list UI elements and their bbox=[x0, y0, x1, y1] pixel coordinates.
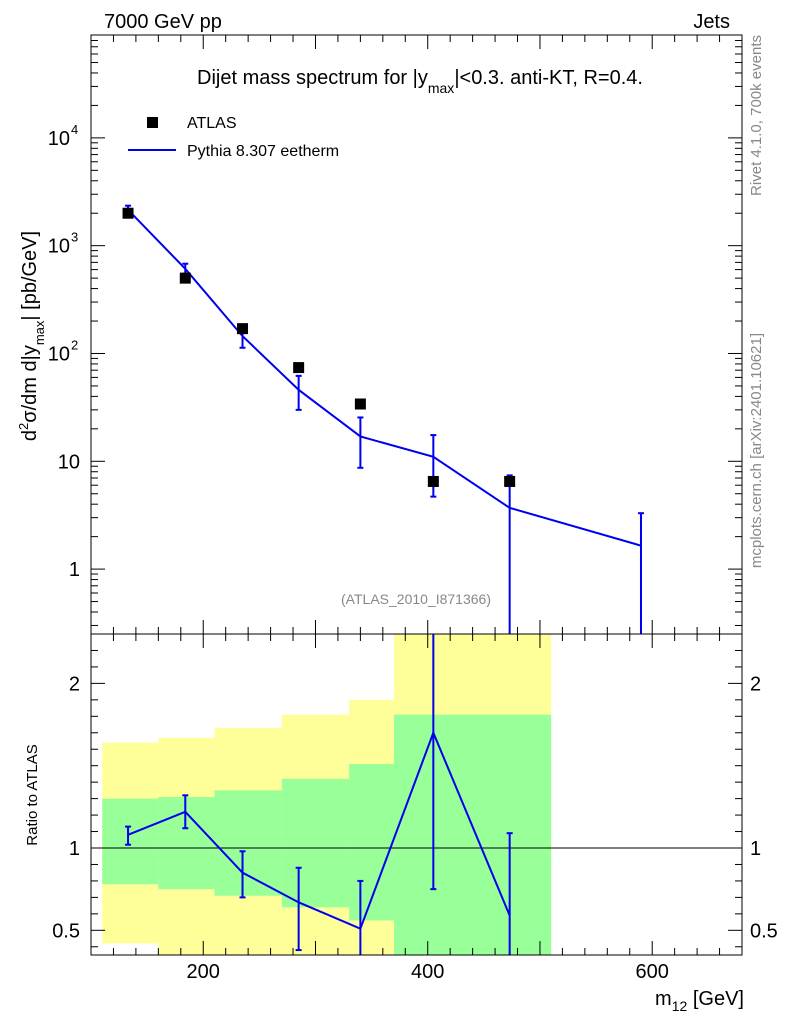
ratio-line bbox=[127, 730, 511, 930]
ratio-green-band bbox=[394, 714, 552, 955]
header-right: Jets bbox=[693, 11, 730, 33]
ratio-data-marks bbox=[91, 634, 742, 955]
main-data-marks bbox=[122, 204, 644, 634]
ratio-y-tick-label: 1 bbox=[69, 838, 80, 860]
ratio-y-tick-label: 2 bbox=[69, 673, 80, 695]
ratio-y-tick-label: 0.5 bbox=[52, 920, 80, 942]
legend-pythia-label: Pythia 8.307 eetherm bbox=[187, 143, 339, 160]
ratio-y-tick-label-right: 0.5 bbox=[750, 920, 778, 942]
atlas-marker bbox=[237, 323, 249, 335]
ratio-y-axis-label: Ratio to ATLAS bbox=[24, 744, 41, 845]
main-y-axis-label: d2σ/dm d|ymax| [pb/GeV] bbox=[16, 231, 47, 441]
ratio-axis-ticks: 200 400 600 0.5 0.5 1 1 2 2 bbox=[52, 35, 778, 983]
main-y-tick-label: 1 bbox=[69, 559, 80, 581]
legend-atlas-label: ATLAS bbox=[187, 115, 237, 132]
analysis-id: (ATLAS_2010_I871366) bbox=[341, 591, 491, 607]
ratio-y-tick-label-right: 2 bbox=[750, 673, 761, 695]
ratio-uncertainty-bands bbox=[102, 634, 552, 955]
main-y-tick-exponent: 3 bbox=[71, 230, 78, 245]
ratio-green-band bbox=[349, 764, 395, 921]
atlas-marker bbox=[504, 475, 516, 487]
main-y-tick-exponent: 4 bbox=[71, 122, 78, 137]
atlas-marker bbox=[427, 475, 439, 487]
main-y-tick-label: 10 bbox=[48, 236, 70, 258]
pythia-line bbox=[127, 209, 642, 547]
ratio-green-band bbox=[158, 796, 215, 890]
x-axis-label: m12 [GeV] bbox=[655, 988, 744, 1014]
x-tick-label: 400 bbox=[411, 961, 444, 983]
main-y-tick-label: 10 bbox=[48, 128, 70, 150]
atlas-marker bbox=[179, 272, 191, 284]
ratio-green-band bbox=[214, 790, 282, 896]
ratio-green-band bbox=[281, 778, 350, 908]
header-left: 7000 GeV pp bbox=[104, 11, 222, 33]
x-tick-label: 200 bbox=[187, 961, 220, 983]
main-y-tick-label: 10 bbox=[48, 343, 70, 365]
rivet-label: Rivet 4.1.0, 700k events bbox=[748, 35, 765, 196]
mcplots-label: mcplots.cern.ch [arXiv:2401.10621] bbox=[748, 333, 765, 568]
panel-frames bbox=[90, 34, 743, 956]
ratio-frame bbox=[90, 633, 743, 956]
main-y-tick-exponent: 2 bbox=[71, 337, 78, 352]
atlas-marker bbox=[122, 207, 134, 219]
ratio-y-tick-label-right: 1 bbox=[750, 838, 761, 860]
main-y-tick-label: 10 bbox=[58, 451, 80, 473]
atlas-marker bbox=[293, 362, 305, 374]
atlas-marker bbox=[354, 398, 366, 410]
ratio-green-band bbox=[102, 798, 159, 885]
chart-title: Dijet mass spectrum for |ymax|<0.3. anti… bbox=[197, 67, 643, 96]
x-tick-label: 600 bbox=[636, 961, 669, 983]
legend-atlas-marker bbox=[147, 117, 158, 128]
